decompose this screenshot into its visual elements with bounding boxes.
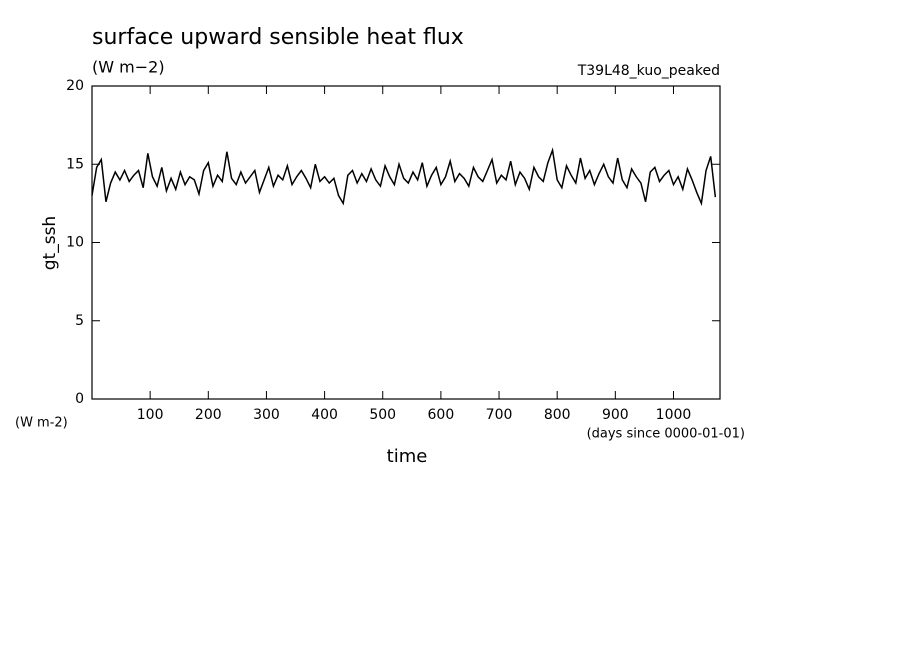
x-tick-label: 1000 (656, 407, 692, 423)
chart-subtitle: (W m−2) (92, 58, 165, 77)
x-tick-label: 300 (253, 407, 280, 423)
plot-frame (91, 85, 721, 400)
y-tick-label: 10 (66, 235, 84, 251)
x-tick-label: 700 (486, 407, 513, 423)
x-tick-label: 900 (602, 407, 629, 423)
y-axis-label: gt_ssh (40, 216, 60, 270)
x-tick-label: 500 (369, 407, 396, 423)
y-tick-label: 15 (66, 156, 84, 172)
data-line (91, 147, 717, 207)
y-unit: (W m-2) (15, 416, 68, 431)
x-tick-label: 600 (428, 407, 455, 423)
x-unit: (days since 0000-01-01) (587, 427, 745, 442)
x-tick-label: 800 (544, 407, 571, 423)
chart-title: surface upward sensible heat flux (92, 25, 464, 50)
y-tick-label: 0 (75, 391, 84, 407)
x-tick-label: 100 (137, 407, 164, 423)
x-tick-label: 200 (195, 407, 222, 423)
y-tick-label: 20 (66, 78, 84, 94)
y-tick-label: 5 (75, 313, 84, 329)
x-axis-label: time (387, 446, 428, 467)
x-tick-label: 400 (311, 407, 338, 423)
annotation: T39L48_kuo_peaked (577, 63, 720, 79)
